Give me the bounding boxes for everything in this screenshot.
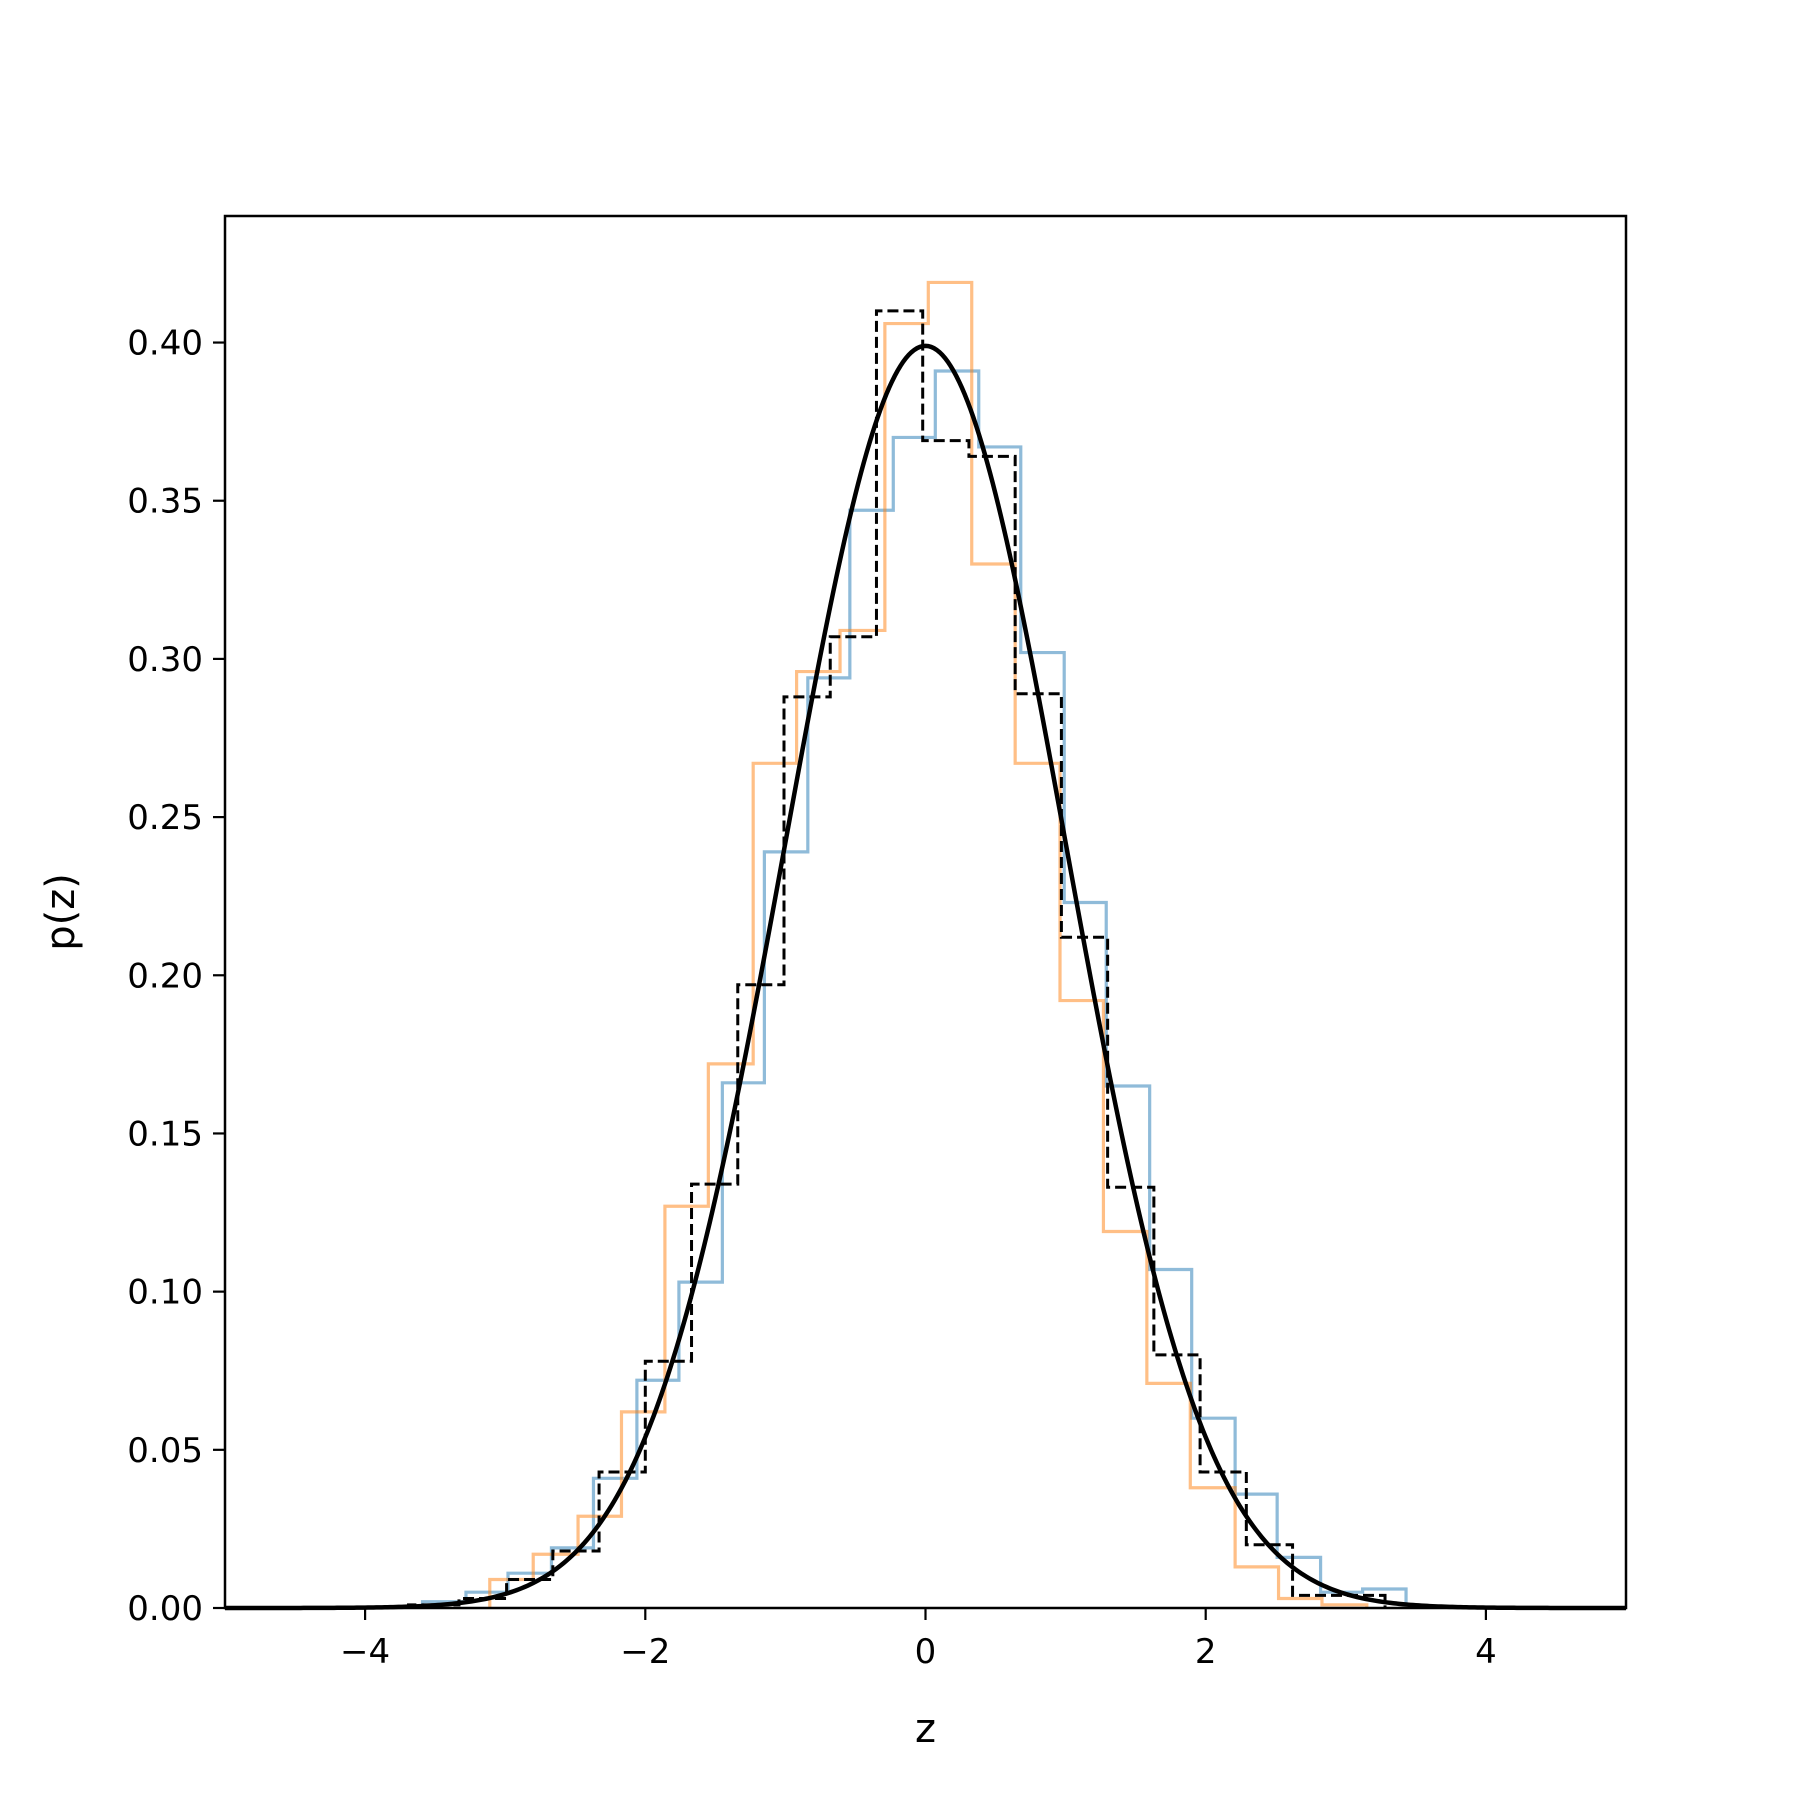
y-tick-label: 0.25 [127, 798, 203, 838]
x-tick-label: 4 [1475, 1632, 1497, 1672]
x-tick-label: 2 [1195, 1632, 1217, 1672]
y-tick-label: 0.35 [127, 482, 203, 522]
y-tick-label: 0.00 [127, 1589, 203, 1629]
y-tick-label: 0.30 [127, 640, 203, 680]
plot-frame [223, 214, 1628, 1610]
x-tick-label: −4 [340, 1632, 390, 1672]
y-axis-ticks: 0.00 0.05 0.10 0.15 0.20 0.25 0.30 0.35 0.40 [127, 324, 225, 1629]
y-tick-label: 0.40 [127, 324, 203, 364]
y-axis-label: p(z) [38, 873, 84, 951]
x-tick-label: −2 [620, 1632, 670, 1672]
x-tick-label: 0 [915, 1632, 937, 1672]
histogram-series-1 [420, 369, 1408, 1608]
y-tick-label: 0.05 [127, 1431, 203, 1471]
y-tick-label: 0.20 [127, 956, 203, 996]
histogram-series-3 [407, 309, 1387, 1608]
y-tick-label: 0.10 [127, 1273, 203, 1313]
histogram-series-2 [488, 280, 1369, 1608]
x-axis-label: z [915, 1706, 936, 1752]
histogram-layer [407, 280, 1408, 1608]
normal-pdf-curve [224, 343, 1627, 1611]
curve-layer [224, 343, 1627, 1611]
y-tick-label: 0.15 [127, 1114, 203, 1154]
x-axis-ticks: −4 −2 0 2 4 [340, 1608, 1497, 1672]
